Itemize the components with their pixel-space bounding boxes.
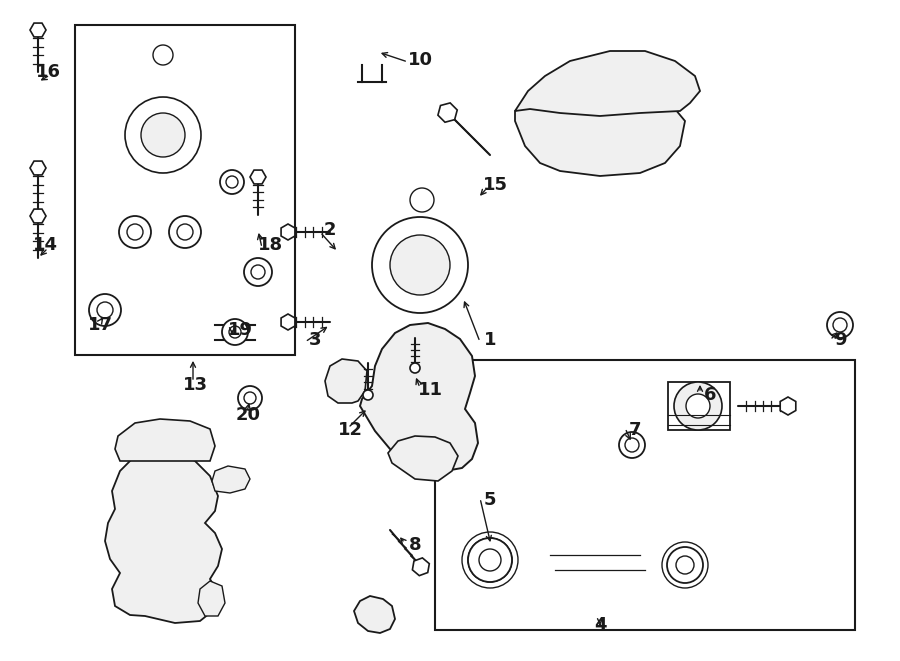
Polygon shape bbox=[438, 103, 457, 122]
Circle shape bbox=[226, 176, 238, 188]
Circle shape bbox=[833, 318, 847, 332]
Polygon shape bbox=[281, 224, 295, 240]
Circle shape bbox=[125, 97, 201, 173]
Bar bbox=[435, 360, 855, 630]
Text: 13: 13 bbox=[183, 376, 208, 394]
Text: 19: 19 bbox=[228, 321, 253, 339]
Polygon shape bbox=[780, 397, 796, 415]
Polygon shape bbox=[198, 581, 225, 616]
Polygon shape bbox=[388, 436, 458, 481]
Text: 1: 1 bbox=[484, 331, 496, 349]
Text: 18: 18 bbox=[257, 236, 283, 254]
Text: 20: 20 bbox=[236, 406, 260, 424]
Polygon shape bbox=[325, 359, 367, 403]
Circle shape bbox=[667, 547, 703, 583]
Circle shape bbox=[827, 312, 853, 338]
Text: 6: 6 bbox=[704, 386, 716, 404]
Circle shape bbox=[410, 363, 420, 373]
Circle shape bbox=[390, 235, 450, 295]
Text: 14: 14 bbox=[32, 236, 58, 254]
Text: 16: 16 bbox=[35, 63, 60, 81]
Circle shape bbox=[462, 532, 518, 588]
Circle shape bbox=[119, 216, 151, 248]
Polygon shape bbox=[30, 161, 46, 175]
Text: 15: 15 bbox=[482, 176, 508, 194]
Text: 5: 5 bbox=[484, 491, 496, 509]
Circle shape bbox=[97, 302, 113, 318]
Text: 2: 2 bbox=[324, 221, 337, 239]
Bar bbox=[668, 382, 730, 430]
Circle shape bbox=[238, 386, 262, 410]
Circle shape bbox=[244, 258, 272, 286]
Polygon shape bbox=[250, 170, 266, 184]
Polygon shape bbox=[212, 466, 250, 493]
Circle shape bbox=[251, 265, 265, 279]
Polygon shape bbox=[354, 596, 395, 633]
Text: 17: 17 bbox=[87, 316, 112, 334]
Text: 12: 12 bbox=[338, 421, 363, 439]
Polygon shape bbox=[105, 449, 222, 623]
Text: 4: 4 bbox=[594, 616, 607, 634]
Bar bbox=[75, 25, 295, 355]
Circle shape bbox=[229, 326, 241, 338]
Circle shape bbox=[686, 394, 710, 418]
Text: 3: 3 bbox=[309, 331, 321, 349]
Circle shape bbox=[468, 538, 512, 582]
Circle shape bbox=[177, 224, 193, 240]
Polygon shape bbox=[360, 323, 478, 471]
Circle shape bbox=[372, 217, 468, 313]
Circle shape bbox=[674, 382, 722, 430]
Polygon shape bbox=[412, 558, 429, 576]
Circle shape bbox=[468, 538, 512, 582]
Circle shape bbox=[479, 549, 501, 571]
Circle shape bbox=[222, 319, 248, 345]
Circle shape bbox=[89, 294, 121, 326]
Circle shape bbox=[141, 113, 185, 157]
Polygon shape bbox=[515, 103, 685, 176]
Text: 7: 7 bbox=[629, 421, 641, 439]
Circle shape bbox=[127, 224, 143, 240]
Circle shape bbox=[410, 188, 434, 212]
Circle shape bbox=[169, 216, 201, 248]
Text: 11: 11 bbox=[418, 381, 443, 399]
Circle shape bbox=[244, 392, 256, 404]
Circle shape bbox=[625, 438, 639, 452]
Circle shape bbox=[676, 556, 694, 574]
Polygon shape bbox=[281, 314, 295, 330]
Polygon shape bbox=[30, 23, 46, 37]
Polygon shape bbox=[515, 51, 700, 116]
Circle shape bbox=[619, 432, 645, 458]
Text: 9: 9 bbox=[833, 331, 846, 349]
Polygon shape bbox=[30, 209, 46, 223]
Polygon shape bbox=[115, 419, 215, 461]
Circle shape bbox=[220, 170, 244, 194]
Text: 8: 8 bbox=[409, 536, 421, 554]
Text: 10: 10 bbox=[408, 51, 433, 69]
Circle shape bbox=[153, 45, 173, 65]
Circle shape bbox=[662, 542, 708, 588]
Circle shape bbox=[363, 390, 373, 400]
